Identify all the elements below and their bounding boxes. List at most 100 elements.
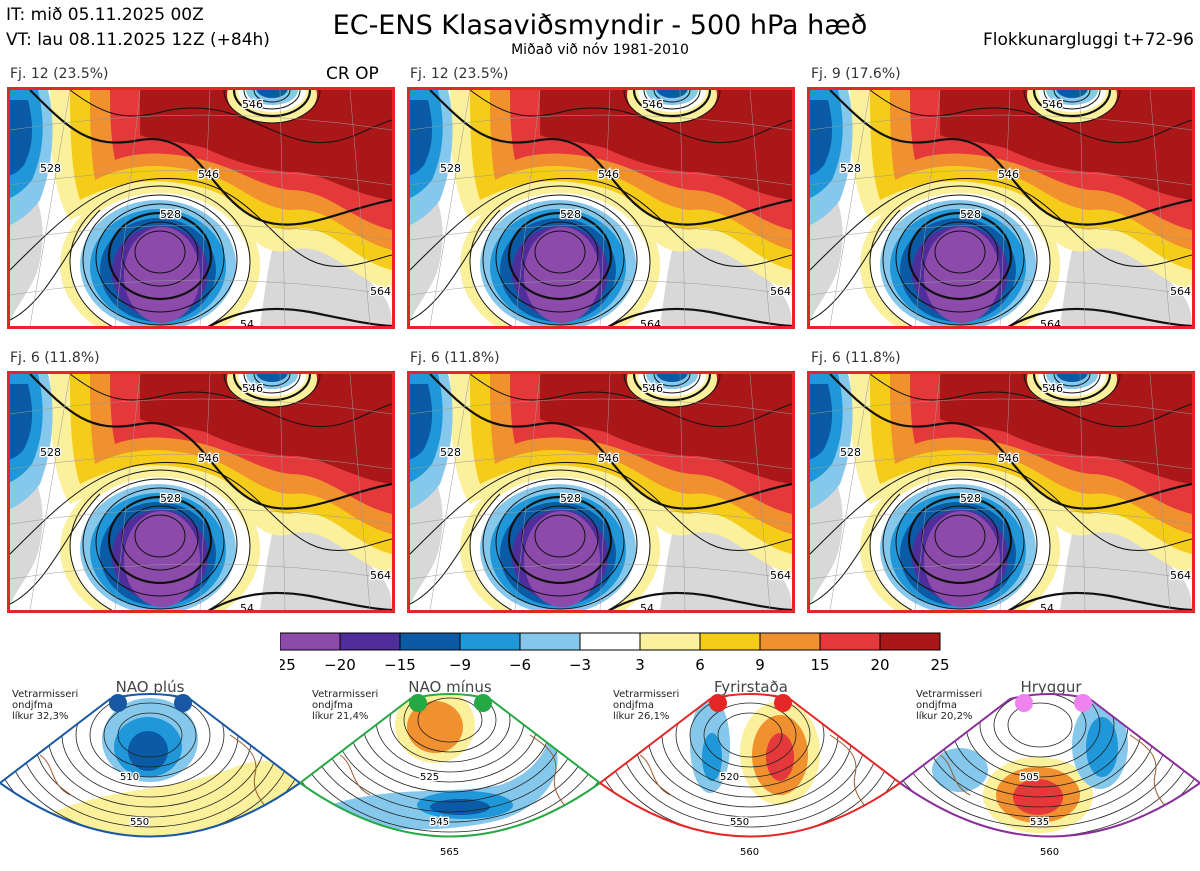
coastline (339, 754, 371, 796)
colorbar-segment (339, 632, 401, 651)
contour-label: 528 (440, 446, 461, 459)
colorbar-segment (759, 632, 821, 651)
height-contour (10, 209, 101, 321)
latitude-line (10, 114, 392, 131)
latitude-line (410, 508, 792, 525)
height-contour-546 (29, 374, 392, 510)
height-contour (882, 194, 1038, 326)
latitude-line (10, 563, 392, 580)
initial-time: IT: mið 05.11.2025 00Z (6, 5, 204, 25)
height-contour (82, 194, 238, 326)
contour-label: 546 (598, 452, 619, 465)
height-contour (643, 374, 701, 394)
height-contour-564 (209, 591, 392, 610)
height-contour (107, 495, 213, 585)
height-contour (869, 185, 1051, 326)
height-contour (895, 487, 1025, 597)
page-title: EC-ENS Klasaviðsmyndir - 500 hPa hæð (332, 10, 868, 41)
panel-4-label: Fj. 6 (11.8%) (10, 350, 100, 366)
height-contour (223, 90, 321, 124)
anomaly-left-minus-9 (10, 100, 33, 175)
latitude-line (10, 224, 392, 241)
contour-label: 546 (1042, 98, 1063, 111)
longitude-line (514, 90, 541, 326)
colorbar-tick: −6 (509, 656, 531, 674)
regime-contour (979, 694, 1101, 768)
anomaly-negative (1086, 717, 1118, 777)
height-contour (653, 90, 691, 103)
height-contour (10, 462, 392, 555)
colorbar-tick: −20 (324, 656, 356, 674)
regime-contour (689, 694, 811, 778)
regime-contour (417, 697, 483, 743)
regime-outline (600, 693, 900, 838)
height-contour (921, 505, 999, 571)
longitude-line (279, 374, 286, 610)
height-contour-546 (829, 90, 1192, 226)
colorbar-tick: 25 (930, 656, 949, 674)
height-contour (521, 505, 599, 571)
height-contour (232, 374, 312, 402)
anomaly-positive (407, 701, 463, 753)
contour-label: 546 (198, 168, 219, 181)
height-contour (82, 478, 238, 610)
height-contour (623, 374, 721, 408)
regime-dot (709, 694, 727, 712)
height-contour-564 (1009, 307, 1192, 326)
latitude-line (810, 169, 1192, 186)
anomaly-plus-20 (540, 90, 792, 200)
height-contour (869, 469, 1051, 610)
anomaly-plus-20 (140, 374, 392, 484)
contour-label: 564 (1170, 285, 1191, 298)
contour-label: 546 (198, 452, 219, 465)
longitude-line (1079, 374, 1086, 610)
contour-label: 528 (840, 162, 861, 175)
regime-outline (900, 693, 1200, 838)
colorbar-tick: −25 (280, 656, 296, 674)
colorbar-segment (699, 632, 761, 651)
height-contour (253, 374, 291, 387)
height-contour (810, 178, 1192, 271)
contour-label: 546 (1042, 382, 1063, 395)
regime-4-title: Hryggur (1020, 678, 1082, 696)
anomaly-negative (128, 731, 168, 771)
height-contour (934, 230, 986, 274)
regime-dot (174, 694, 192, 712)
anomaly-left-minus-9 (410, 384, 433, 459)
height-contour (534, 514, 586, 558)
height-contour (810, 209, 901, 321)
regime-1-title: NAO plús (115, 678, 185, 696)
regime-contour (675, 694, 825, 788)
height-contour (632, 374, 712, 402)
longitude-line (829, 90, 871, 326)
regime-contour (717, 712, 783, 758)
height-contour (121, 505, 199, 571)
colorbar-tick: 3 (635, 656, 645, 674)
latitude-line (410, 169, 792, 186)
height-contour (410, 462, 792, 555)
latitude-line (410, 563, 792, 580)
latitude-line (810, 224, 1192, 241)
height-contour (134, 514, 186, 558)
longitude-line (1149, 374, 1171, 610)
regime-dot (109, 694, 127, 712)
height-contour (921, 221, 999, 287)
regime-outline (300, 693, 600, 838)
height-contour (495, 203, 625, 313)
longitude-line (114, 374, 141, 610)
longitude-line (429, 90, 471, 326)
height-contour (507, 211, 613, 301)
colorbar-segment (639, 632, 701, 651)
contour-label: 54 (240, 318, 254, 326)
regime-map-nao-minus: 525 545 565 (300, 693, 600, 859)
cluster-map-6: 528 546 528 546 564 54 (807, 371, 1195, 613)
contour-label: 528 (560, 208, 581, 221)
contour-label: 564 (1040, 318, 1061, 326)
contour-label: 528 (160, 492, 181, 505)
regime-dot (774, 694, 792, 712)
latitude-line (10, 453, 392, 470)
contour-label: 546 (998, 168, 1019, 181)
anomaly-left-minus-9 (410, 100, 433, 175)
regime-3-info: Vetrarmisseri ondjfma líkur 26,1% (613, 689, 680, 722)
height-contour-564 (609, 591, 792, 610)
